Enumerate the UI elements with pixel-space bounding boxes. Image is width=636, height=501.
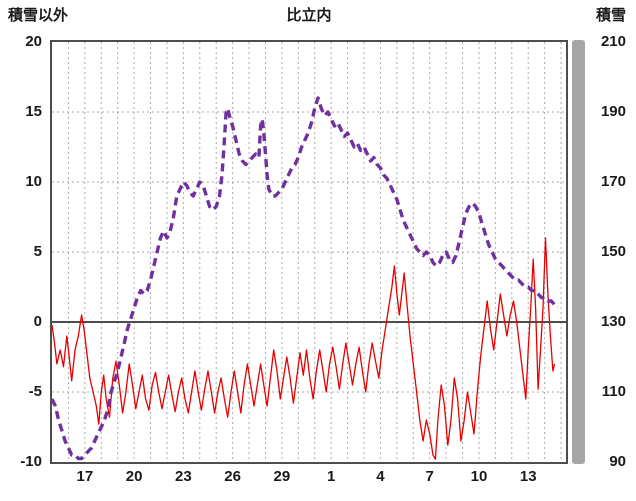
right-axis-title: 積雪: [595, 7, 626, 24]
x-axis-tick-label: 1: [326, 468, 336, 485]
x-axis-tick-label: 26: [224, 468, 241, 485]
vertical-scrollbar[interactable]: [572, 40, 585, 464]
series-red-line: [52, 237, 556, 460]
right-axis-tick-label: 130: [600, 313, 626, 330]
left-axis-tick-label: -10: [20, 453, 42, 470]
left-axis-tick-label: 20: [25, 33, 42, 50]
left-axis-tick-label: 5: [33, 243, 42, 260]
left-axis-tick-label: -5: [28, 383, 42, 400]
left-axis-tick-label: 0: [33, 313, 42, 330]
right-axis-tick-label: 170: [600, 173, 626, 190]
right-axis-tick-label: 190: [600, 103, 626, 120]
x-axis-tick-label: 17: [76, 468, 94, 485]
x-axis-tick-label: 20: [125, 468, 143, 485]
left-axis-tick-label: 10: [25, 173, 42, 190]
right-axis-tick-label: 110: [601, 383, 626, 400]
series-purple-line: [52, 96, 560, 461]
x-axis-tick-label: 13: [519, 468, 537, 485]
right-axis-tick-label: 90: [609, 453, 626, 470]
plot-area: [50, 40, 568, 464]
x-axis-tick-label: 10: [470, 468, 488, 485]
right-axis-tick-label: 150: [600, 243, 626, 260]
x-axis-tick-label: 23: [175, 468, 192, 485]
plot-canvas: [52, 42, 566, 462]
x-axis-tick-label: 7: [425, 468, 434, 485]
scrollbar-thumb[interactable]: [572, 40, 585, 464]
left-axis-title: 積雪以外: [8, 7, 69, 24]
right-axis-tick-label: 210: [600, 33, 626, 50]
chart-title: 比立内: [286, 7, 332, 24]
left-axis-tick-label: 15: [25, 103, 42, 120]
x-axis-tick-label: 29: [273, 468, 291, 485]
x-axis-tick-label: 4: [376, 468, 385, 485]
